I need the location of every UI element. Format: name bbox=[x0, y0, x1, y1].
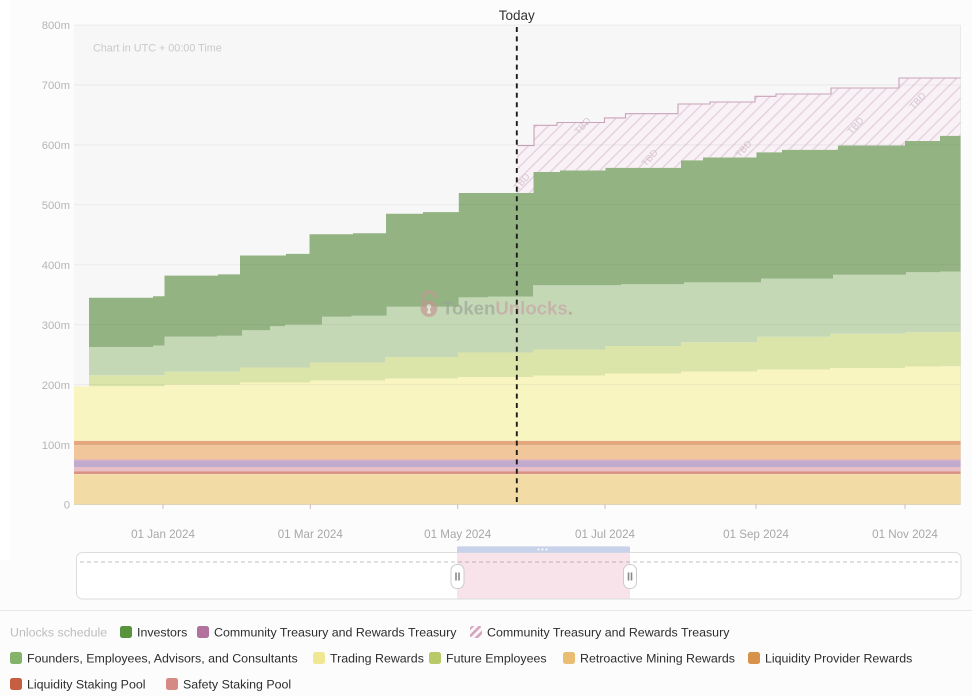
svg-text:01 Sep 2024: 01 Sep 2024 bbox=[723, 528, 789, 541]
svg-text:700m: 700m bbox=[42, 80, 70, 92]
svg-text:Today: Today bbox=[499, 8, 535, 23]
svg-text:200m: 200m bbox=[42, 380, 70, 392]
svg-text:Unlocks schedule: Unlocks schedule bbox=[10, 626, 107, 640]
svg-text:Chart in UTC + 00:00 Time: Chart in UTC + 00:00 Time bbox=[93, 43, 222, 55]
svg-text:TokenUnlocks.: TokenUnlocks. bbox=[442, 298, 573, 319]
svg-text:Safety Staking Pool: Safety Staking Pool bbox=[183, 678, 291, 692]
svg-text:300m: 300m bbox=[42, 320, 70, 332]
svg-text:01 Nov 2024: 01 Nov 2024 bbox=[872, 528, 938, 541]
svg-text:Liquidity Provider Rewards: Liquidity Provider Rewards bbox=[765, 652, 912, 666]
svg-text:800m: 800m bbox=[42, 20, 70, 32]
svg-text:500m: 500m bbox=[42, 200, 70, 212]
svg-text:Liquidity Staking Pool: Liquidity Staking Pool bbox=[27, 678, 145, 692]
svg-text:400m: 400m bbox=[42, 260, 70, 272]
svg-text:01 Mar 2024: 01 Mar 2024 bbox=[278, 528, 344, 541]
svg-text:Investors: Investors bbox=[137, 626, 187, 640]
svg-text:Trading Rewards: Trading Rewards bbox=[330, 652, 424, 666]
svg-text:Retroactive Mining Rewards: Retroactive Mining Rewards bbox=[580, 652, 735, 666]
svg-text:01 May 2024: 01 May 2024 bbox=[424, 528, 492, 541]
svg-text:Founders, Employees, Advisors,: Founders, Employees, Advisors, and Consu… bbox=[27, 652, 298, 666]
svg-text:600m: 600m bbox=[42, 140, 70, 152]
svg-text:0: 0 bbox=[64, 500, 70, 512]
svg-text:Community Treasury and Rewards: Community Treasury and Rewards Treasury bbox=[214, 626, 457, 640]
svg-text:01 Jan 2024: 01 Jan 2024 bbox=[131, 528, 195, 541]
svg-text:Community Treasury and Rewards: Community Treasury and Rewards Treasury bbox=[487, 626, 730, 640]
svg-text:Future Employees: Future Employees bbox=[446, 652, 547, 666]
svg-text:01 Jul 2024: 01 Jul 2024 bbox=[575, 528, 636, 541]
svg-text:100m: 100m bbox=[42, 440, 70, 452]
